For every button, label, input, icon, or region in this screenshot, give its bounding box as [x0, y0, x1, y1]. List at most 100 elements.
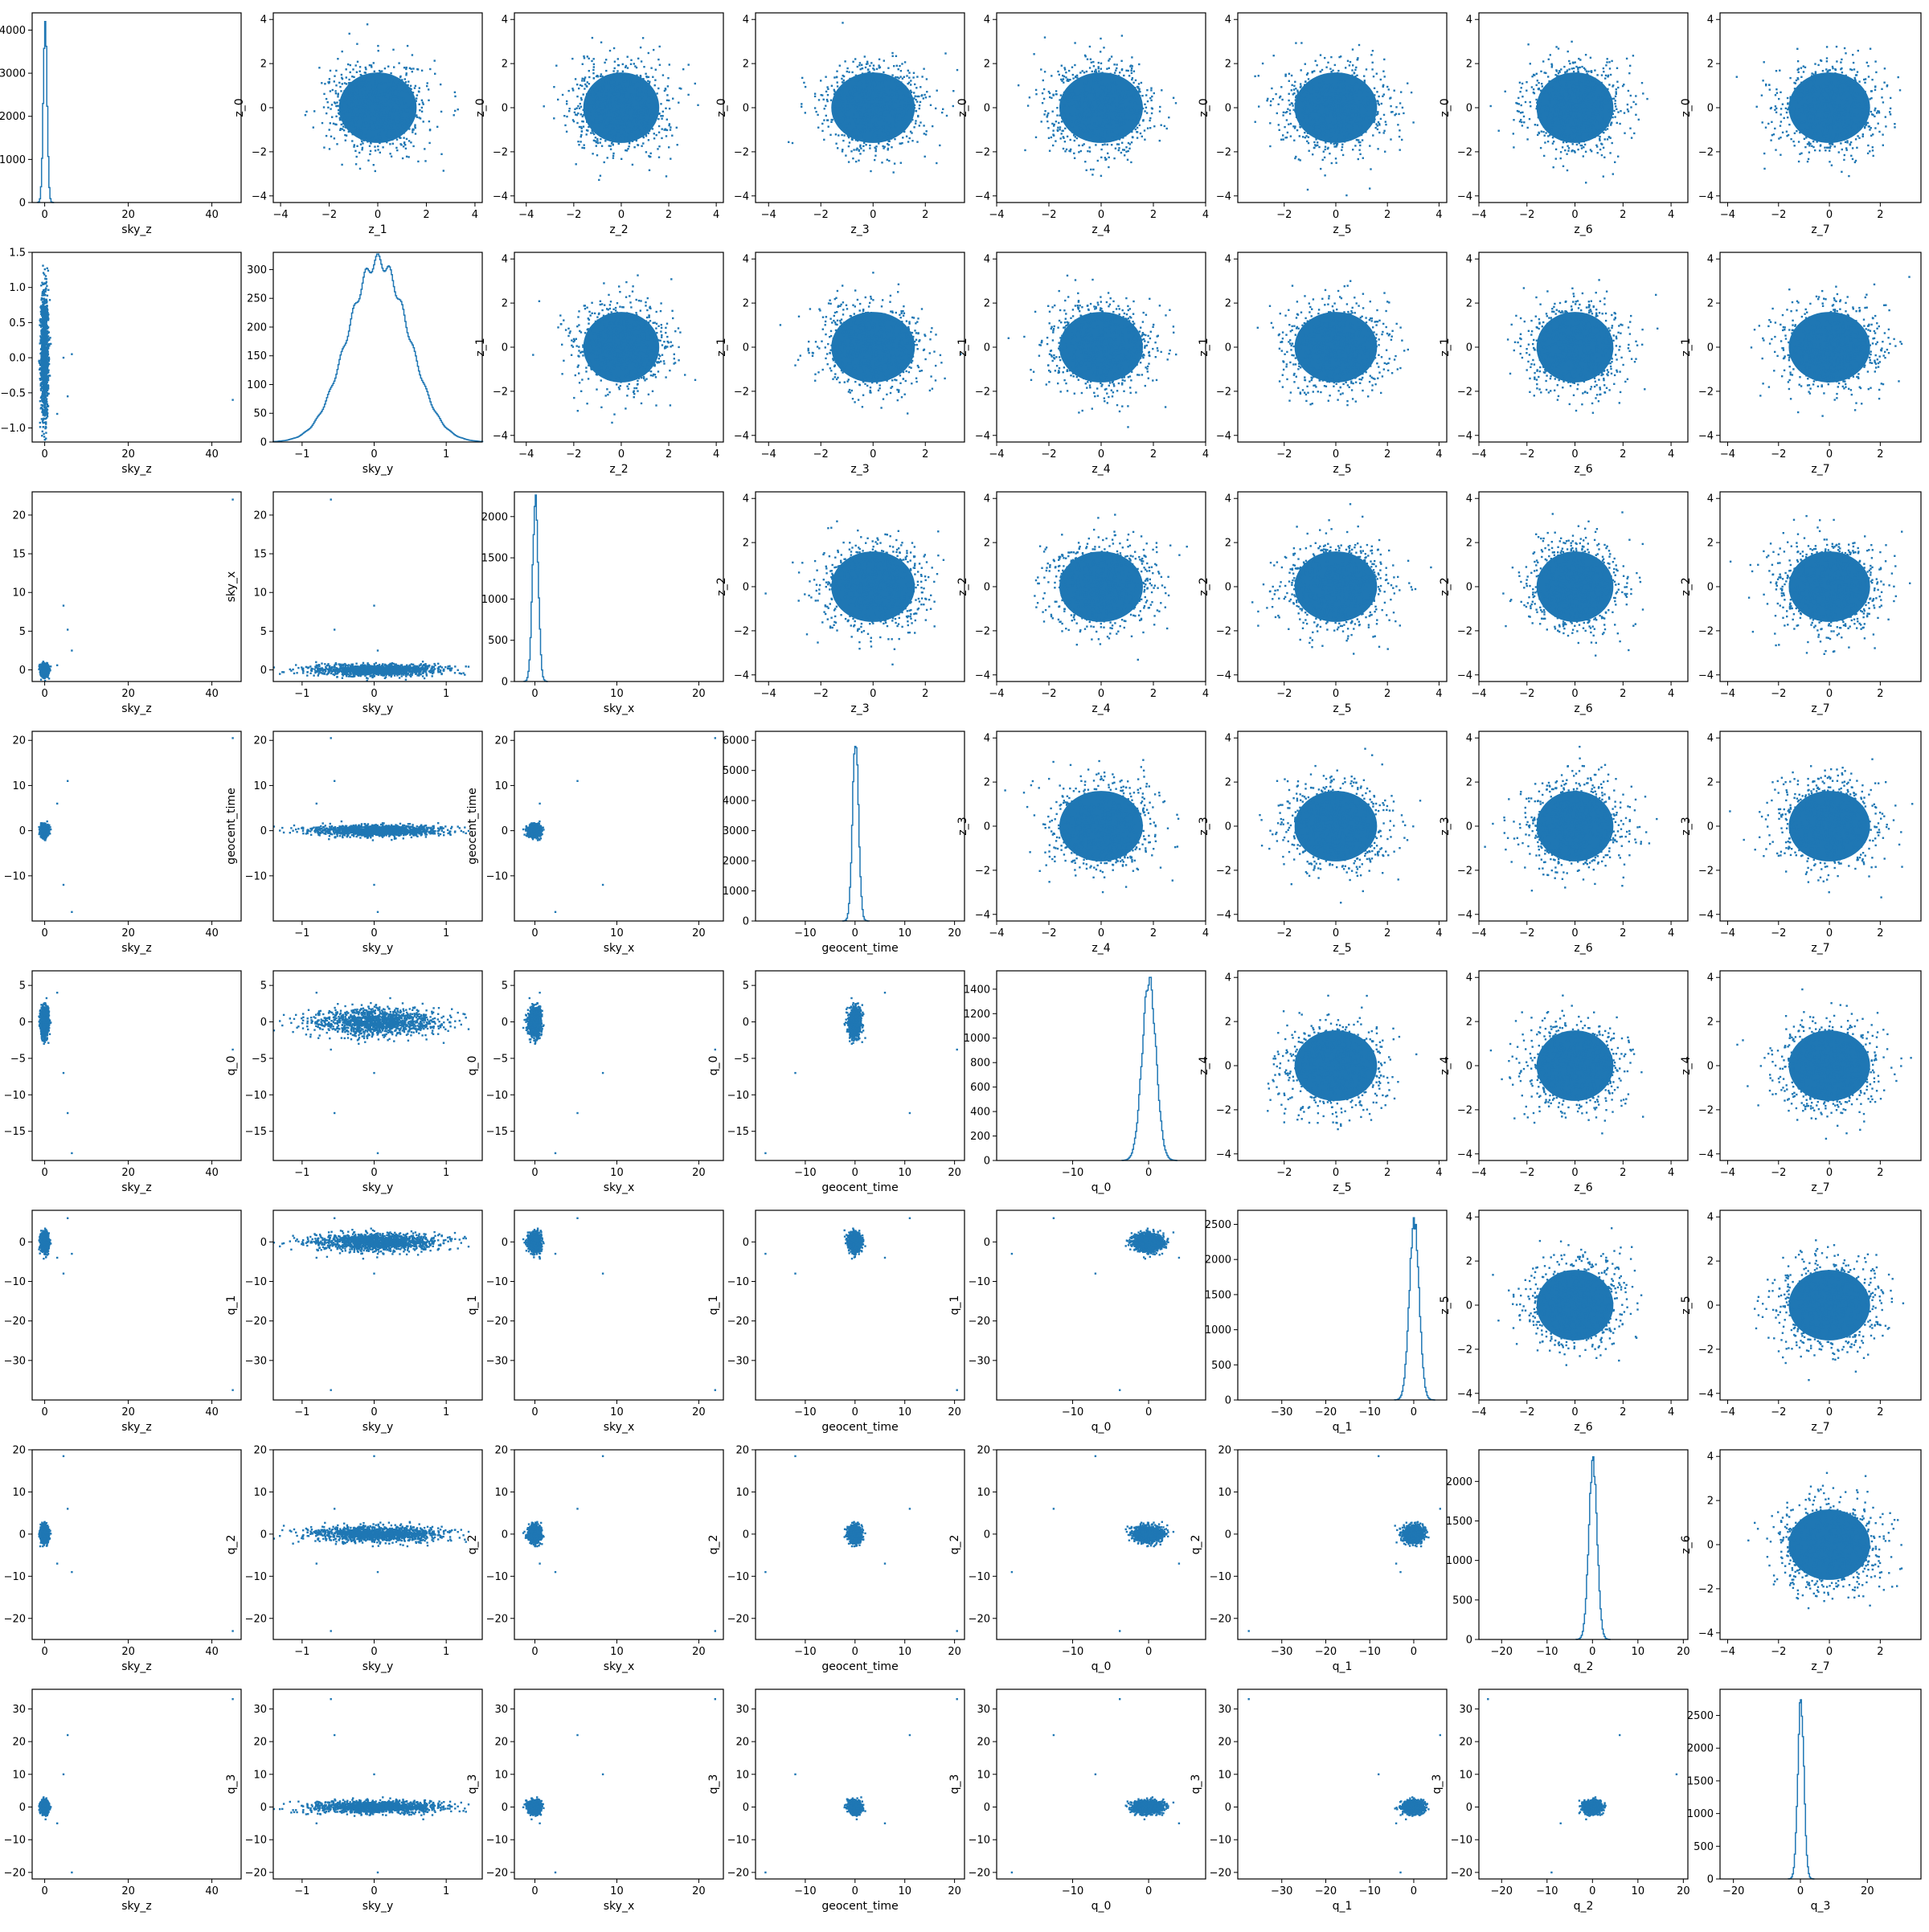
point: [636, 93, 637, 95]
point: [878, 67, 880, 68]
point: [369, 88, 371, 90]
point: [845, 154, 846, 156]
point: [367, 99, 368, 100]
point: [396, 127, 398, 129]
point: [389, 98, 391, 100]
point: [390, 136, 391, 137]
point: [650, 108, 652, 109]
point: [887, 85, 889, 87]
point: [630, 63, 632, 65]
y-tick-label: −4: [493, 190, 508, 203]
point: [836, 71, 838, 72]
point: [626, 112, 628, 113]
point: [641, 145, 642, 147]
point: [454, 96, 456, 97]
point: [622, 71, 624, 72]
point: [337, 58, 338, 59]
point: [629, 140, 631, 141]
point: [379, 88, 380, 89]
point: [892, 98, 894, 100]
point: [865, 79, 866, 80]
point: [346, 122, 348, 124]
point: [845, 113, 846, 115]
point: [842, 75, 844, 76]
point: [862, 104, 863, 105]
point: [416, 100, 417, 101]
point: [873, 125, 874, 126]
point: [609, 124, 611, 125]
point: [898, 68, 899, 70]
point: [370, 123, 371, 125]
point: [566, 131, 567, 133]
point: [634, 133, 636, 134]
point: [371, 119, 373, 121]
point: [637, 144, 638, 145]
point: [576, 84, 578, 85]
point: [403, 127, 405, 129]
point: [848, 72, 850, 73]
point: [329, 129, 330, 130]
point: [840, 89, 842, 91]
point: [605, 59, 607, 60]
point: [346, 88, 348, 90]
point: [619, 82, 620, 84]
point: [384, 68, 386, 69]
point: [833, 89, 835, 91]
point: [942, 108, 944, 110]
point: [625, 92, 626, 93]
point: [632, 121, 633, 122]
point: [599, 103, 600, 104]
point: [899, 142, 901, 144]
point: [428, 100, 429, 101]
point: [584, 76, 586, 78]
point: [641, 91, 642, 92]
point: [883, 72, 884, 73]
point: [858, 89, 860, 91]
point: [580, 134, 582, 136]
point: [395, 147, 397, 149]
point: [342, 123, 344, 125]
point: [358, 113, 359, 114]
point: [649, 115, 651, 117]
point: [612, 112, 614, 113]
point: [342, 125, 344, 127]
point: [355, 102, 357, 104]
point: [343, 110, 345, 112]
point: [593, 114, 595, 116]
point: [400, 132, 402, 133]
point: [633, 63, 635, 64]
point: [604, 140, 606, 141]
point: [648, 139, 649, 141]
point: [350, 121, 351, 122]
point: [387, 66, 389, 68]
point: [623, 92, 625, 93]
point: [357, 108, 358, 109]
point: [356, 43, 358, 45]
point: [626, 79, 628, 80]
point: [597, 86, 599, 88]
point: [641, 83, 643, 84]
point: [318, 67, 320, 68]
point: [821, 123, 823, 125]
point: [395, 89, 396, 91]
point: [645, 73, 646, 75]
point: [429, 129, 431, 131]
x-tick-label: −2: [322, 209, 337, 221]
point: [625, 65, 627, 67]
point: [609, 145, 611, 147]
point: [408, 80, 409, 82]
point: [909, 137, 911, 139]
point: [658, 113, 660, 115]
point: [582, 63, 584, 65]
point: [593, 77, 595, 79]
point: [639, 119, 641, 121]
point: [629, 86, 630, 88]
point: [661, 137, 662, 139]
point: [322, 122, 323, 124]
point: [343, 90, 345, 92]
point: [625, 136, 627, 137]
x-tick-label: 0: [375, 209, 381, 221]
point: [666, 119, 668, 121]
point: [647, 121, 649, 122]
point: [662, 111, 664, 113]
